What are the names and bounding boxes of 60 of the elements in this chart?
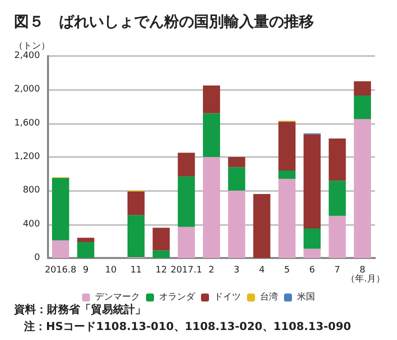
- y-tick-label: 2,400: [14, 51, 40, 61]
- bar: [77, 242, 94, 258]
- bar: [228, 167, 246, 191]
- bar: [127, 192, 145, 216]
- bar: [328, 180, 346, 216]
- bar: [228, 157, 246, 168]
- y-tick-label: 1,600: [14, 118, 40, 128]
- bar: [304, 134, 321, 229]
- legend-label: オランダ: [159, 292, 196, 302]
- y-tick-label: 2,000: [14, 84, 40, 95]
- bar: [328, 216, 346, 258]
- y-tick-label: 800: [22, 186, 40, 196]
- x-tick-label: 12: [155, 266, 167, 276]
- legend-label: 台湾: [260, 292, 278, 302]
- bar: [354, 119, 371, 258]
- text: 注：HSコード1108.13-010、1108.13-020、1108.13-090: [23, 320, 352, 333]
- bar: [152, 250, 170, 258]
- bar: [52, 178, 70, 240]
- bar: [354, 96, 371, 120]
- bar: [278, 178, 296, 258]
- y-tick-label: 0: [34, 253, 40, 263]
- x-tick-label: 3: [234, 266, 240, 276]
- x-tick-label: 5: [284, 266, 290, 276]
- bar: [202, 157, 220, 258]
- bar: [152, 228, 170, 250]
- bar: [304, 228, 321, 249]
- x-tick-label: 2016.8: [44, 266, 77, 276]
- bar: [328, 138, 346, 181]
- bar: [127, 215, 145, 258]
- x-tick-label: 9: [82, 266, 89, 276]
- bar: [278, 170, 296, 179]
- bar: [202, 113, 220, 157]
- y-axis-title: （トン）: [14, 42, 50, 52]
- legend-label: 米国: [297, 292, 315, 302]
- chart-title: 図５ ばれいしょでん粉の国別輸入量の推移: [14, 12, 314, 30]
- x-axis-title: （年.月）: [346, 274, 386, 284]
- bar: [253, 194, 270, 258]
- y-tick-label: 400: [22, 219, 40, 230]
- bar: [77, 238, 94, 242]
- x-tick-label: 6: [309, 266, 316, 276]
- bar: [178, 176, 195, 227]
- x-tick-label: 8: [360, 266, 366, 276]
- bar: [228, 190, 246, 258]
- x-tick-label: 4: [258, 266, 265, 276]
- x-tick-label: 7: [334, 266, 340, 276]
- legend-label: ドイツ: [214, 292, 241, 302]
- y-tick-label: 1,200: [14, 152, 40, 162]
- bar: [52, 240, 70, 258]
- bar: [178, 226, 195, 258]
- x-tick-label: 2: [208, 266, 214, 276]
- x-tick-label: 10: [105, 266, 117, 276]
- bar: [354, 81, 371, 96]
- x-tick-label: 11: [130, 266, 142, 276]
- bar: [304, 248, 321, 258]
- legend-label: デンマーク: [95, 292, 140, 302]
- x-tick-label: 2017.1: [170, 266, 202, 276]
- text: 資料：財務省「貿易統計」: [13, 303, 146, 316]
- bar: [202, 85, 220, 114]
- bar: [178, 152, 195, 176]
- bar: [278, 122, 296, 170]
